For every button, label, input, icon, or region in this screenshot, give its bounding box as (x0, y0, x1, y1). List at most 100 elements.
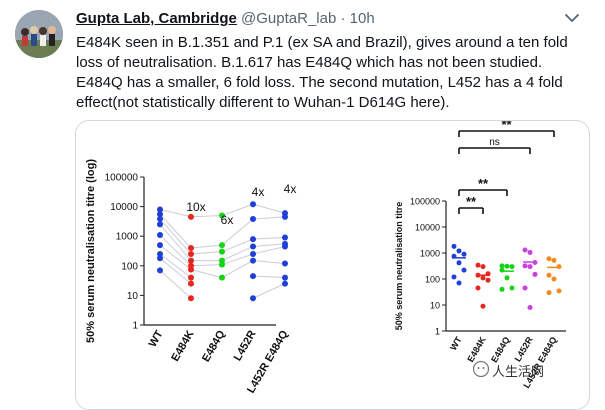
pairing-line (190, 244, 223, 249)
data-point (188, 274, 194, 281)
pairing-line (159, 257, 192, 285)
data-point (451, 274, 457, 280)
pairing-line (252, 237, 286, 240)
data-point (551, 276, 557, 282)
x-category-label: WT (448, 335, 464, 353)
tweet-media[interactable]: 1 10 100 1000 10000 100000 50% serum neutralis… (75, 120, 590, 410)
data-point (461, 251, 467, 257)
data-point (282, 274, 288, 281)
pairing-line (252, 203, 286, 214)
data-point (282, 280, 288, 287)
data-point (504, 263, 510, 269)
author-name[interactable]: Gupta Lab, Cambridge (76, 10, 237, 27)
data-point (250, 243, 256, 250)
x-category-label: E484Q (489, 335, 512, 364)
data-point (527, 264, 533, 270)
tweet-text: E484K seen in B.1.351 and P.1 (ex SA and… (76, 34, 568, 111)
pairing-line (159, 213, 192, 249)
pairing-line (159, 253, 192, 278)
data-point (527, 305, 533, 311)
x-category-label: WT (147, 328, 166, 349)
data-point (556, 264, 562, 270)
data-point (250, 216, 256, 223)
data-point (546, 290, 552, 296)
pairing-line (221, 218, 254, 246)
fold-change-annotation: 4x (284, 182, 297, 196)
data-point (546, 256, 552, 262)
data-point (480, 275, 486, 281)
significance-label: ns (489, 137, 500, 148)
separator: · (340, 10, 346, 27)
y-tick-label: 10000 (110, 202, 138, 213)
y-tick-label: 1000 (116, 232, 139, 243)
data-point (522, 247, 528, 253)
data-point (188, 213, 194, 220)
data-point (451, 243, 457, 249)
data-point (157, 211, 163, 218)
data-point (456, 280, 462, 286)
pairing-line (252, 216, 286, 220)
data-point (157, 255, 163, 262)
data-point (475, 262, 481, 268)
data-point (157, 206, 163, 213)
charts-figure: 1 10 100 1000 10000 100000 50% serum neutralis… (85, 121, 566, 395)
data-point (250, 273, 256, 280)
data-point (282, 213, 288, 220)
pairing-line (221, 238, 254, 253)
author-handle[interactable]: @GuptaR_lab (241, 10, 337, 27)
data-point (556, 288, 562, 294)
data-point (250, 295, 256, 302)
pairing-line (190, 269, 223, 279)
y-tick-label: 100000 (105, 173, 139, 184)
pairing-line (190, 251, 223, 255)
avatar[interactable] (15, 10, 63, 58)
data-point (157, 251, 163, 258)
pairing-line (252, 245, 286, 255)
data-point (485, 277, 491, 283)
pairing-line (252, 275, 286, 279)
data-point (250, 236, 256, 243)
watermark-text: 人生活网 (492, 364, 545, 379)
y-tick-label: 10000 (415, 223, 440, 233)
data-point (509, 264, 515, 270)
pairing-line (190, 215, 223, 218)
pairing-line (159, 224, 192, 261)
data-point (219, 242, 225, 249)
data-point (188, 257, 194, 264)
data-point (219, 248, 225, 255)
fold-change-annotation: 4x (252, 185, 265, 199)
x-category-label: E484Q (200, 328, 228, 364)
data-point (282, 260, 288, 267)
data-point (480, 303, 486, 309)
significance-label: ** (466, 194, 477, 209)
data-point (522, 285, 528, 291)
y-tick-label: 1 (132, 321, 138, 332)
data-point (188, 244, 194, 251)
wechat-icon (472, 360, 490, 378)
data-point (504, 275, 510, 281)
pairing-line (252, 260, 286, 264)
tweet-time[interactable]: 10h (349, 10, 375, 27)
data-point (188, 295, 194, 302)
data-point (250, 257, 256, 264)
pairing-line (252, 283, 286, 299)
data-point (157, 216, 163, 223)
data-point (527, 249, 533, 255)
y-axis-label: 50% serum neutralisation titre (394, 202, 404, 331)
fold-change-annotation: 6x (221, 213, 234, 227)
data-point (551, 257, 557, 263)
pairing-line (221, 260, 254, 279)
data-point (499, 263, 505, 269)
y-axis-label: 50% serum neutralisation titre (log) (85, 159, 97, 343)
chevron-down-icon[interactable] (560, 6, 584, 30)
pairing-line (221, 203, 254, 216)
pairing-line (221, 246, 254, 262)
data-point (188, 266, 194, 273)
data-point (188, 251, 194, 258)
fold-change-annotation: 10x (186, 200, 205, 214)
y-tick-label: 100000 (410, 197, 440, 207)
y-tick-label: 100 (121, 261, 138, 272)
pairing-line (159, 234, 192, 267)
x-category-label: E484K (169, 328, 196, 363)
data-point (522, 263, 528, 269)
